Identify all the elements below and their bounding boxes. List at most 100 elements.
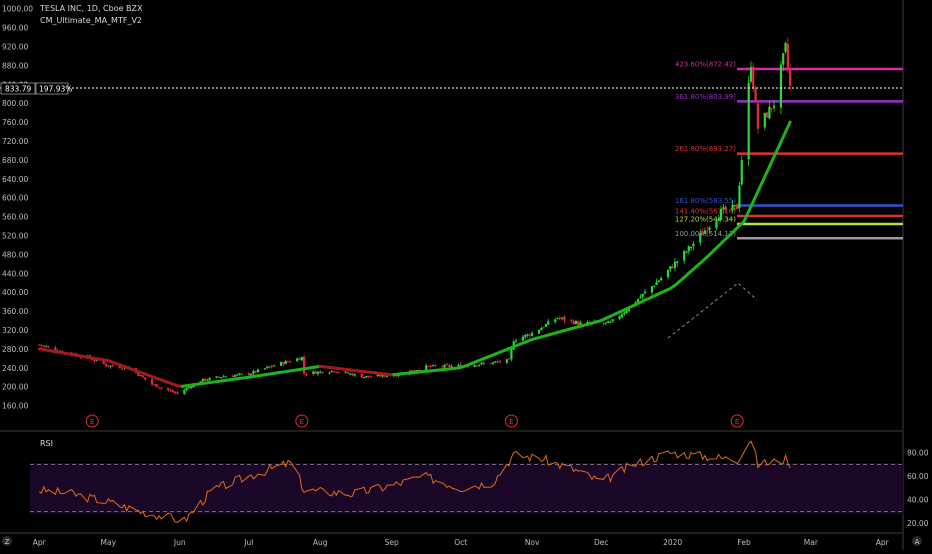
candle-body[interactable]	[156, 384, 158, 387]
candle-body[interactable]	[718, 218, 720, 221]
candle-body[interactable]	[370, 376, 372, 377]
candle-body[interactable]	[444, 365, 446, 368]
candle-body[interactable]	[271, 366, 273, 367]
candle-body[interactable]	[264, 368, 266, 369]
candle-body[interactable]	[715, 220, 717, 228]
candle-body[interactable]	[222, 376, 224, 377]
candle-body[interactable]	[683, 251, 685, 260]
candle-body[interactable]	[515, 341, 517, 342]
candle-body[interactable]	[655, 282, 657, 285]
candle-body[interactable]	[526, 334, 528, 335]
candle-body[interactable]	[43, 346, 45, 347]
candle-body[interactable]	[202, 379, 204, 382]
candle-body[interactable]	[490, 363, 492, 364]
candle-body[interactable]	[365, 376, 367, 377]
candle-body[interactable]	[674, 262, 676, 268]
candle-body[interactable]	[105, 364, 107, 366]
candle-body[interactable]	[621, 314, 623, 317]
candle-body[interactable]	[386, 376, 388, 377]
candle-body[interactable]	[623, 313, 625, 315]
candle-body[interactable]	[522, 337, 524, 341]
candle-body[interactable]	[577, 321, 579, 325]
candle-body[interactable]	[151, 379, 153, 384]
candle-body[interactable]	[725, 206, 727, 210]
candle-body[interactable]	[784, 43, 786, 52]
candle-body[interactable]	[676, 261, 678, 263]
candle-body[interactable]	[441, 366, 443, 367]
candle-body[interactable]	[206, 380, 208, 381]
candle-body[interactable]	[448, 365, 450, 367]
candle-body[interactable]	[186, 388, 188, 390]
candle-body[interactable]	[506, 359, 508, 362]
candle-body[interactable]	[121, 369, 123, 370]
candle-body[interactable]	[651, 286, 653, 292]
candle-body[interactable]	[653, 286, 655, 287]
candle-body[interactable]	[561, 318, 563, 319]
candle-body[interactable]	[241, 374, 243, 375]
candle-body[interactable]	[496, 361, 498, 362]
candle-body[interactable]	[538, 330, 540, 334]
candle-body[interactable]	[236, 374, 238, 375]
candle-body[interactable]	[220, 377, 222, 378]
candle-body[interactable]	[554, 319, 556, 321]
candle-body[interactable]	[780, 65, 782, 108]
candle-body[interactable]	[160, 388, 162, 389]
candle-body[interactable]	[344, 372, 346, 373]
candle-body[interactable]	[142, 376, 144, 378]
candle-body[interactable]	[573, 321, 575, 324]
candle-body[interactable]	[252, 371, 254, 374]
candle-body[interactable]	[738, 186, 740, 208]
candle-body[interactable]	[167, 388, 169, 390]
candle-body[interactable]	[368, 376, 370, 377]
candle-body[interactable]	[446, 364, 448, 365]
candle-body[interactable]	[757, 104, 759, 129]
candle-body[interactable]	[754, 88, 756, 101]
candle-body[interactable]	[642, 294, 644, 297]
candle-body[interactable]	[609, 322, 611, 323]
candle-body[interactable]	[285, 361, 287, 364]
candle-body[interactable]	[771, 108, 773, 109]
candle-body[interactable]	[579, 323, 581, 325]
candle-body[interactable]	[575, 321, 577, 324]
candle-body[interactable]	[425, 365, 427, 370]
candle-body[interactable]	[354, 374, 356, 375]
candle-body[interactable]	[667, 270, 669, 277]
candle-body[interactable]	[218, 377, 220, 378]
candle-body[interactable]	[319, 372, 321, 373]
candle-body[interactable]	[333, 371, 335, 372]
candle-body[interactable]	[303, 357, 305, 374]
candle-body[interactable]	[602, 323, 604, 324]
candle-body[interactable]	[411, 370, 413, 371]
candle-body[interactable]	[706, 230, 708, 231]
candle-body[interactable]	[605, 322, 607, 323]
candle-body[interactable]	[559, 318, 561, 319]
candle-body[interactable]	[699, 233, 701, 242]
candle-body[interactable]	[529, 335, 531, 336]
candle-body[interactable]	[787, 44, 789, 68]
candle-body[interactable]	[282, 362, 284, 364]
candle-body[interactable]	[47, 347, 49, 348]
candle-body[interactable]	[480, 363, 482, 364]
candle-body[interactable]	[250, 374, 252, 375]
candle-body[interactable]	[736, 204, 738, 209]
candle-body[interactable]	[363, 377, 365, 378]
candle-body[interactable]	[280, 362, 282, 366]
candle-body[interactable]	[734, 205, 736, 206]
candle-body[interactable]	[335, 372, 337, 373]
candle-body[interactable]	[174, 392, 176, 393]
candle-body[interactable]	[239, 374, 241, 375]
candle-body[interactable]	[427, 366, 429, 367]
candle-body[interactable]	[540, 328, 542, 330]
candle-body[interactable]	[225, 376, 227, 377]
candle-body[interactable]	[188, 387, 190, 388]
candle-body[interactable]	[625, 311, 627, 313]
candle-body[interactable]	[773, 106, 775, 108]
candle-body[interactable]	[672, 267, 674, 268]
candle-body[interactable]	[607, 321, 609, 323]
candle-body[interactable]	[38, 345, 40, 346]
candle-body[interactable]	[720, 209, 722, 220]
candle-body[interactable]	[301, 357, 303, 360]
candle-body[interactable]	[750, 67, 752, 82]
candle-body[interactable]	[255, 371, 257, 372]
